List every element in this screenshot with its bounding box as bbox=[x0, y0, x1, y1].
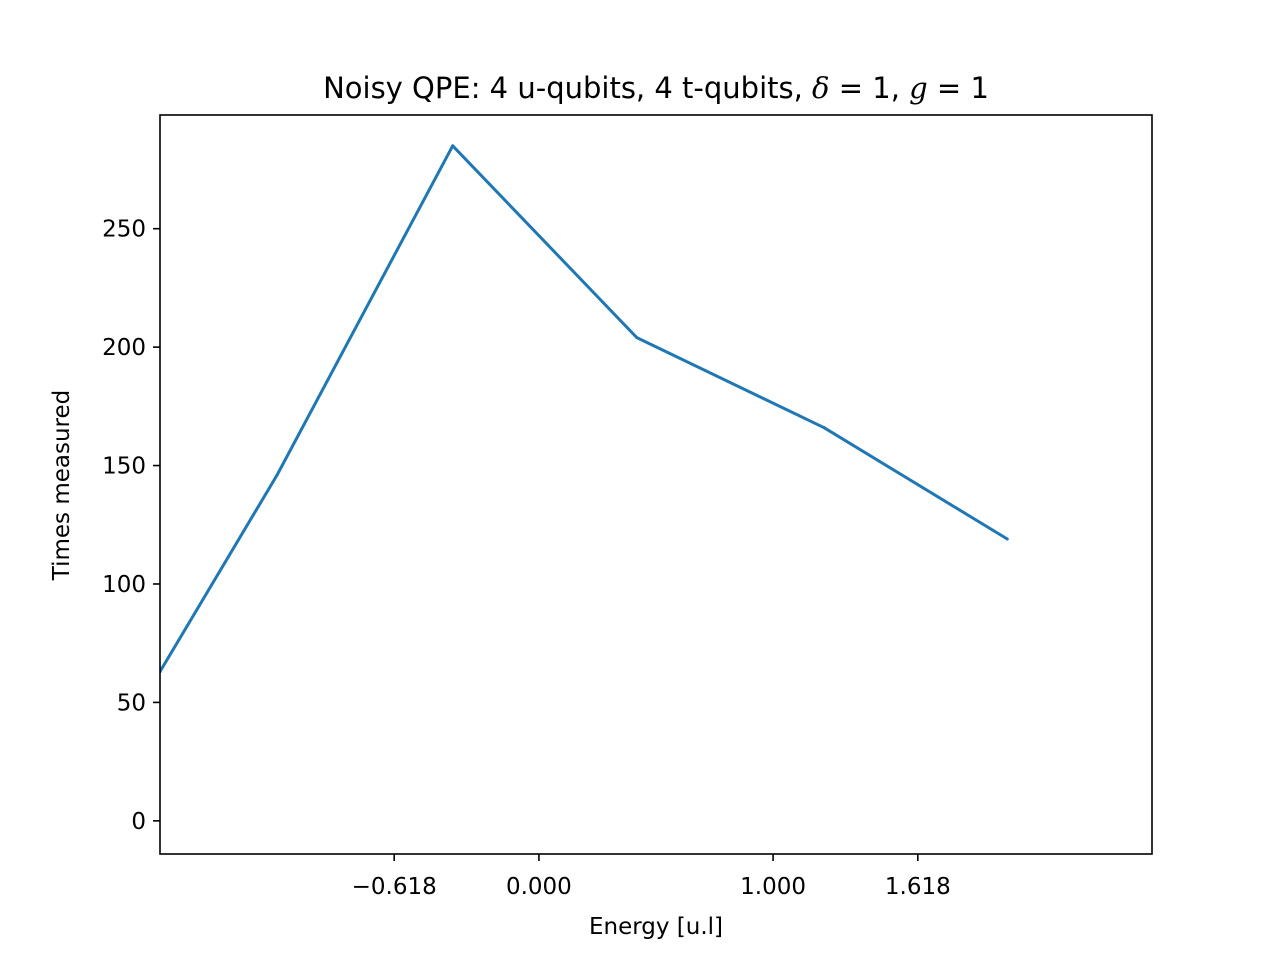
y-tick-label: 200 bbox=[102, 335, 146, 361]
title-delta-symbol: δ bbox=[812, 71, 829, 105]
data-point bbox=[275, 473, 279, 477]
y-tick-label: 150 bbox=[102, 454, 146, 480]
x-tick-label: 1.000 bbox=[740, 874, 806, 900]
x-tick-label: 1.618 bbox=[885, 874, 951, 900]
y-tick-label: 50 bbox=[117, 690, 146, 716]
x-tick-label: −0.618 bbox=[352, 874, 437, 900]
title-delta-value: = 1, bbox=[830, 71, 910, 105]
data-point bbox=[822, 426, 826, 430]
y-tick-label: 250 bbox=[102, 217, 146, 243]
title-prefix: Noisy QPE: 4 u-qubits, 4 t-qubits, bbox=[323, 71, 812, 105]
chart-title: Noisy QPE: 4 u-qubits, 4 t-qubits, δ = 1… bbox=[323, 71, 989, 105]
x-axis-ticks: −0.618 0.000 1.000 1.618 bbox=[352, 854, 951, 900]
title-g-symbol: g bbox=[909, 71, 928, 105]
series-line bbox=[160, 144, 1009, 673]
y-axis-label: Times measured bbox=[49, 390, 75, 582]
y-axis-ticks: 0 50 100 150 200 250 bbox=[102, 217, 160, 835]
data-point bbox=[451, 144, 455, 148]
data-point bbox=[1005, 537, 1009, 541]
title-g-value: = 1 bbox=[928, 71, 989, 105]
y-tick-label: 0 bbox=[131, 809, 146, 835]
data-point bbox=[635, 336, 639, 340]
y-tick-label: 100 bbox=[102, 572, 146, 598]
plot-frame bbox=[159, 114, 1153, 855]
x-axis-label: Energy [u.l] bbox=[589, 914, 723, 940]
x-tick-label: 0.000 bbox=[506, 874, 572, 900]
